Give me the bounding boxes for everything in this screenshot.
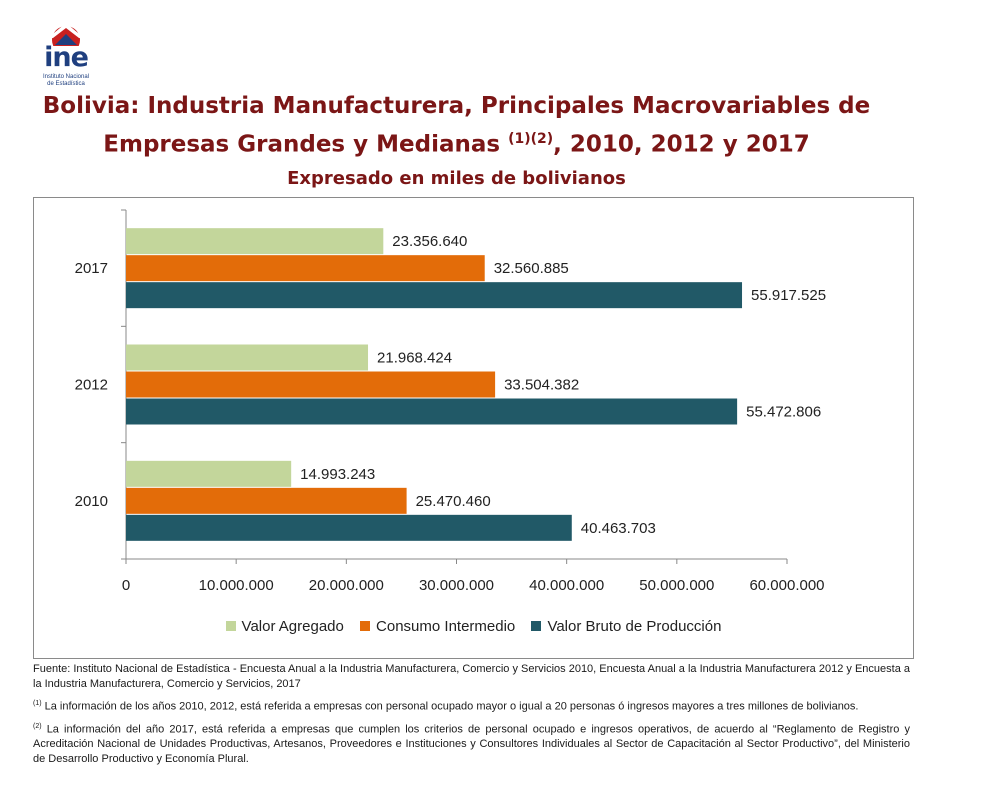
logo-subtitle-line1: Instituto Nacional bbox=[42, 74, 90, 80]
data-label-consumo-intermedio-2012: 33.504.382 bbox=[504, 377, 579, 394]
data-label-valor-agregado-2010: 14.993.243 bbox=[300, 466, 375, 483]
x-tick-label: 60.000.000 bbox=[749, 577, 824, 594]
chart-legend: Valor Agregado Consumo Intermedio Valor … bbox=[34, 618, 913, 635]
x-tick-label: 40.000.000 bbox=[529, 577, 604, 594]
x-tick-label: 20.000.000 bbox=[309, 577, 384, 594]
x-tick-label: 0 bbox=[122, 577, 130, 594]
bar-valor-agregado-2012 bbox=[126, 344, 369, 371]
bar-valor-agregado-2017 bbox=[126, 228, 384, 255]
logo-subtitle-line2: de Estadística bbox=[47, 81, 85, 87]
legend-item-valor-agregado: Valor Agregado bbox=[225, 618, 344, 635]
ine-logo: ine Instituto Nacional de Estadística bbox=[38, 12, 98, 88]
footnote-1-text: La información de los años 2010, 2012, e… bbox=[41, 700, 859, 713]
legend-label-valor-bruto: Valor Bruto de Producción bbox=[547, 618, 722, 635]
footnote-2-text: La información del año 2017, está referi… bbox=[33, 723, 910, 766]
legend-swatch-valor-agregado bbox=[225, 621, 236, 631]
chart-subtitle: Expresado en miles de bolivianos bbox=[287, 168, 626, 189]
data-label-valor-bruto-2017: 55.917.525 bbox=[751, 287, 826, 304]
legend-label-valor-agregado: Valor Agregado bbox=[241, 618, 344, 635]
chart-area: 2017 23.356.640 32.560.885 55.917.525 2012 21… bbox=[33, 197, 914, 659]
legend-item-consumo-intermedio: Consumo Intermedio bbox=[360, 618, 515, 635]
title-footnote-marks: (1)(2) bbox=[508, 131, 554, 147]
category-label-2012: 2012 bbox=[75, 377, 108, 394]
footnote-2: (2) La información del año 2017, está re… bbox=[33, 719, 910, 768]
x-tick-label: 50.000.000 bbox=[639, 577, 714, 594]
data-label-consumo-intermedio-2010: 25.470.460 bbox=[416, 493, 491, 510]
bar-chart: 2017 23.356.640 32.560.885 55.917.525 2012 21… bbox=[75, 209, 826, 594]
chart-title-line1: Bolivia: Industria Manufacturera, Princi… bbox=[42, 93, 871, 119]
bar-consumo-intermedio-2017 bbox=[126, 255, 485, 282]
chart-notes: Fuente: Instituto Nacional de Estadístic… bbox=[33, 662, 910, 771]
data-label-consumo-intermedio-2017: 32.560.885 bbox=[494, 260, 569, 277]
x-tick-label: 30.000.000 bbox=[419, 577, 494, 594]
footnote-1: (1) La información de los años 2010, 201… bbox=[33, 696, 910, 715]
bar-valor-bruto-2010 bbox=[126, 514, 572, 541]
logo-text: ine bbox=[44, 42, 89, 73]
legend-label-consumo-intermedio: Consumo Intermedio bbox=[376, 618, 516, 635]
category-label-2010: 2010 bbox=[75, 493, 108, 510]
title-line2-text: Empresas Grandes y Medianas bbox=[103, 131, 501, 158]
footnote-2-mark: (2) bbox=[33, 722, 42, 730]
legend-item-valor-bruto: Valor Bruto de Producción bbox=[531, 618, 721, 635]
logo-emblem-icon bbox=[48, 23, 84, 54]
chart-title-line2: Empresas Grandes y Medianas (1)(2), 2010… bbox=[0, 131, 950, 158]
category-label-2017: 2017 bbox=[75, 260, 108, 277]
data-label-valor-agregado-2017: 23.356.640 bbox=[392, 233, 467, 250]
legend-swatch-valor-bruto bbox=[531, 621, 542, 631]
data-label-valor-agregado-2012: 21.968.424 bbox=[377, 350, 452, 367]
bar-valor-agregado-2010 bbox=[126, 460, 292, 487]
x-tick-label: 10.000.000 bbox=[199, 577, 274, 594]
footnote-1-mark: (1) bbox=[33, 700, 42, 707]
source-note: Fuente: Instituto Nacional de Estadístic… bbox=[33, 663, 910, 690]
bar-valor-bruto-2017 bbox=[126, 282, 743, 309]
title-line2-years: , 2010, 2012 y 2017 bbox=[553, 131, 810, 158]
data-label-valor-bruto-2010: 40.463.703 bbox=[581, 520, 656, 537]
bar-consumo-intermedio-2012 bbox=[126, 371, 496, 398]
bar-consumo-intermedio-2010 bbox=[126, 487, 407, 514]
data-label-valor-bruto-2012: 55.472.806 bbox=[746, 404, 821, 421]
legend-swatch-consumo-intermedio bbox=[360, 621, 371, 631]
bar-valor-bruto-2012 bbox=[126, 398, 738, 425]
